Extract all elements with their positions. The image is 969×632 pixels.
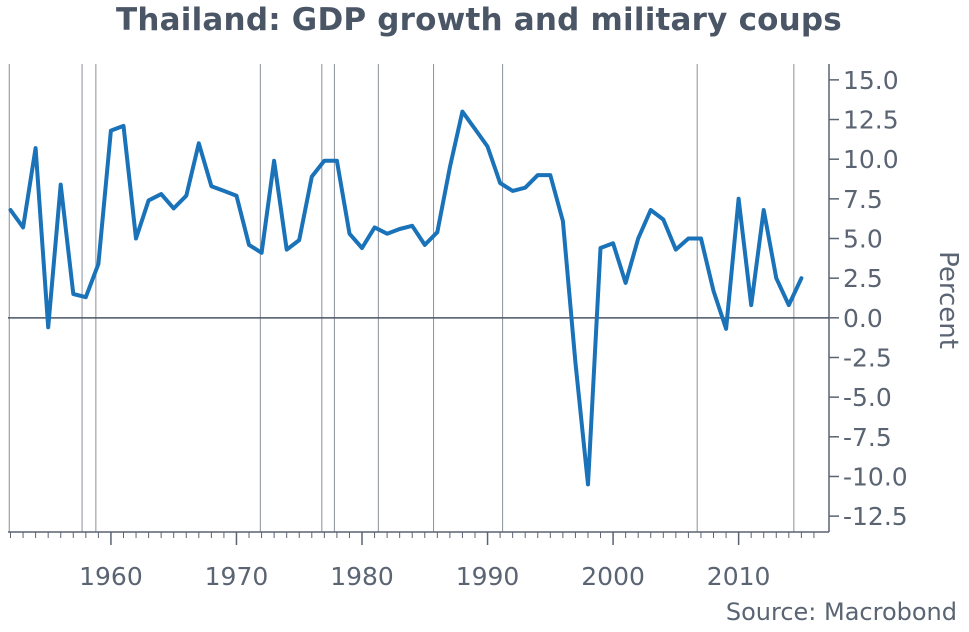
data-point-1965 — [172, 206, 176, 210]
data-point-2015 — [799, 276, 803, 280]
x-tick-label-5: 2010 — [707, 562, 771, 591]
data-point-2014 — [787, 303, 791, 307]
coup-lines — [8, 64, 795, 532]
data-point-1960 — [109, 129, 113, 133]
y-tick-label-3: 7.5 — [843, 185, 883, 214]
data-point-1998 — [586, 482, 590, 486]
data-point-2000 — [611, 241, 615, 245]
x-tick-label-3: 1990 — [456, 562, 520, 591]
tick-labels: 15.0 12.5 10.0 7.5 5.0 2.5 0.0 -2.5 -5.0 -7.5 -10.… — [79, 66, 908, 591]
data-point-1968 — [209, 184, 213, 188]
data-point-1955 — [46, 325, 50, 329]
data-point-2004 — [661, 218, 665, 221]
data-point-1964 — [159, 192, 163, 196]
y-tick-label-5: 2.5 — [843, 264, 883, 293]
gdp-growth-line — [8, 109, 804, 487]
data-point-2013 — [774, 276, 778, 280]
data-point-1984 — [410, 224, 414, 228]
data-point-1973 — [272, 159, 276, 163]
data-point-1969 — [222, 189, 226, 193]
data-point-1970 — [235, 194, 238, 198]
data-point-1999 — [599, 246, 602, 250]
data-point-1978 — [335, 159, 339, 163]
data-point-1989 — [473, 127, 477, 131]
data-point-1976 — [310, 175, 314, 179]
y-tick-label-7: -2.5 — [843, 343, 892, 372]
data-point-1963 — [147, 198, 151, 202]
data-point-2010 — [737, 197, 741, 201]
axes — [8, 64, 839, 545]
data-point-1953 — [21, 225, 25, 229]
data-point-1954 — [34, 146, 38, 150]
data-point-2008 — [712, 289, 715, 293]
data-point-1992 — [511, 189, 515, 193]
y-tick-label-1: 12.5 — [843, 106, 899, 135]
data-point-1981 — [373, 225, 377, 229]
source-note: Source: Macrobond — [725, 598, 957, 626]
data-point-2006 — [686, 237, 690, 240]
data-point-1971 — [247, 243, 251, 247]
data-point-1967 — [197, 141, 201, 145]
data-point-1990 — [486, 145, 489, 148]
y-tick-label-9: -7.5 — [843, 423, 892, 452]
x-tick-label-2: 1980 — [330, 562, 394, 591]
data-point-2002 — [636, 237, 640, 240]
data-point-1993 — [523, 186, 527, 190]
y-tick-label-0: 15.0 — [843, 66, 899, 95]
data-point-1996 — [561, 219, 565, 223]
data-point-2011 — [749, 303, 753, 307]
data-point-1985 — [423, 243, 427, 247]
data-point-1982 — [385, 232, 389, 236]
x-tick-label-4: 2000 — [581, 562, 645, 591]
data-point-1980 — [360, 246, 364, 250]
data-point-1991 — [498, 181, 502, 185]
data-point-2007 — [699, 237, 703, 240]
data-point-1952 — [9, 208, 12, 212]
x-tick-label-0: 1960 — [79, 562, 143, 591]
x-tick-label-1: 1970 — [205, 562, 269, 591]
data-point-2005 — [674, 248, 678, 252]
data-point-1975 — [297, 238, 301, 242]
y-tick-label-10: -10.0 — [843, 462, 908, 491]
data-point-1987 — [448, 165, 452, 169]
data-point-2001 — [624, 281, 628, 285]
data-point-2012 — [762, 208, 766, 212]
data-point-2003 — [649, 208, 653, 212]
data-point-1961 — [122, 124, 125, 128]
data-point-1995 — [548, 173, 552, 177]
y-tick-label-4: 5.0 — [843, 225, 883, 254]
data-point-1958 — [84, 295, 88, 299]
data-point-2009 — [724, 327, 728, 331]
data-point-1979 — [348, 232, 351, 236]
data-point-1956 — [59, 183, 63, 187]
data-point-1966 — [184, 194, 188, 198]
data-point-1988 — [460, 110, 464, 114]
chart-title: Thailand: GDP growth and military coups — [116, 2, 842, 38]
y-tick-label-8: -5.0 — [843, 383, 892, 412]
data-point-1994 — [536, 173, 540, 177]
data-point-1962 — [134, 237, 138, 240]
data-point-1974 — [285, 248, 289, 252]
data-point-1957 — [71, 292, 75, 296]
y-tick-label-2: 10.0 — [843, 145, 899, 174]
data-point-1997 — [573, 360, 577, 364]
data-point-1983 — [398, 227, 402, 231]
y-tick-label-6: 0.0 — [843, 304, 883, 333]
y-axis-label: Percent — [933, 251, 963, 349]
data-point-1972 — [260, 251, 264, 255]
y-tick-label-11: -12.5 — [843, 502, 908, 531]
data-point-1959 — [96, 262, 100, 266]
series-group — [8, 109, 804, 487]
data-point-1986 — [435, 230, 439, 234]
data-point-1977 — [322, 159, 326, 163]
